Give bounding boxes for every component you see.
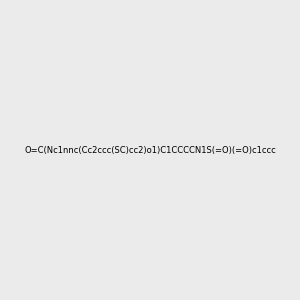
Text: O=C(Nc1nnc(Cc2ccc(SC)cc2)o1)C1CCCCN1S(=O)(=O)c1ccc: O=C(Nc1nnc(Cc2ccc(SC)cc2)o1)C1CCCCN1S(=O… [24,146,276,154]
